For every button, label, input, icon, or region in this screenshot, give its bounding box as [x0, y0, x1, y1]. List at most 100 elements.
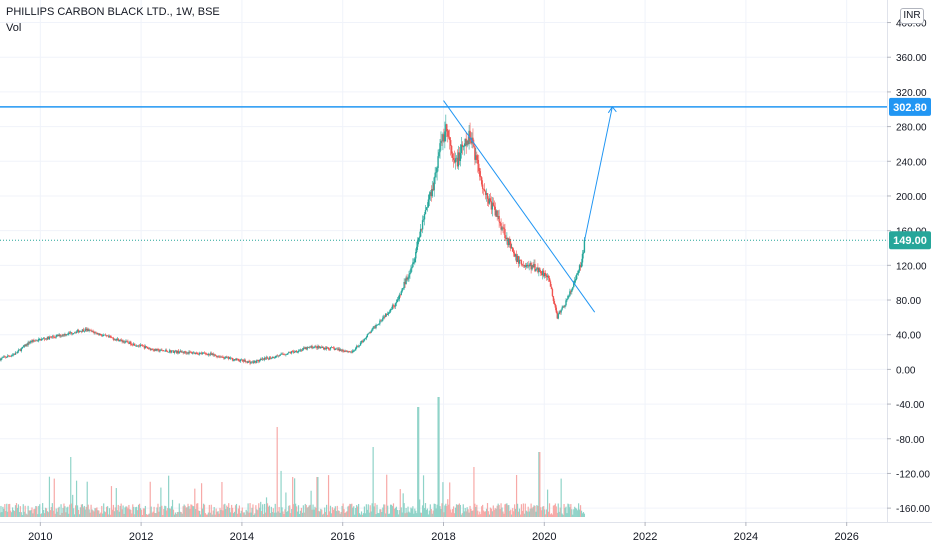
- candle-body: [167, 351, 170, 353]
- candle-body: [387, 312, 390, 314]
- candle-body: [364, 338, 367, 340]
- volume-label[interactable]: Vol: [6, 22, 22, 34]
- volume-bar: [494, 508, 496, 517]
- candle-body: [416, 246, 418, 252]
- volume-bar: [566, 513, 568, 517]
- volume-bar: [24, 505, 26, 517]
- volume-bar: [571, 509, 573, 517]
- candle-body: [470, 141, 472, 144]
- volume-bar: [100, 512, 102, 517]
- volume-bar: [12, 510, 15, 517]
- volume-bar: [115, 488, 117, 517]
- candle-body: [536, 267, 538, 270]
- candle-body: [38, 338, 40, 341]
- candle-body: [177, 350, 180, 354]
- volume-bar: [447, 499, 449, 517]
- volume-bar: [468, 512, 470, 517]
- volume-bar: [188, 506, 190, 517]
- candle-body: [415, 251, 417, 259]
- volume-bar: [348, 505, 350, 517]
- candle-body: [174, 350, 177, 352]
- candle-body: [549, 281, 552, 287]
- volume-bar: [174, 512, 177, 517]
- volume-bar: [557, 503, 559, 517]
- candle-body: [288, 352, 290, 354]
- candle-body: [278, 355, 280, 357]
- candle-body: [297, 350, 300, 352]
- volume-bar: [320, 508, 322, 517]
- candle-body: [450, 145, 453, 154]
- candle-body: [224, 358, 226, 359]
- candle-body: [170, 351, 173, 353]
- x-tick-label: 2016: [330, 531, 354, 543]
- symbol-title[interactable]: PHILLIPS CARBON BLACK LTD., 1W, BSE: [6, 6, 220, 18]
- volume-bar: [335, 511, 337, 517]
- candle-body: [158, 349, 160, 352]
- volume-bar: [74, 514, 76, 517]
- volume-bar: [220, 509, 222, 517]
- candle-body: [323, 347, 326, 350]
- volume-bar: [163, 509, 165, 517]
- candle-body: [132, 344, 134, 346]
- volume-bar: [137, 510, 139, 517]
- volume-bar: [317, 477, 319, 517]
- volume-bar: [338, 510, 340, 517]
- candle-body: [166, 351, 169, 353]
- volume-bar: [357, 503, 360, 517]
- volume-bar: [307, 506, 309, 517]
- candle-body: [525, 266, 527, 267]
- candle-body: [306, 347, 308, 350]
- volume-bar: [249, 503, 251, 517]
- volume-bar: [185, 507, 187, 517]
- volume-bar: [311, 509, 313, 517]
- candle-body: [135, 345, 138, 347]
- volume-bar: [380, 509, 382, 517]
- candle-body: [310, 346, 312, 348]
- candle-body: [417, 237, 420, 241]
- candle-body: [18, 349, 21, 351]
- candle-body: [25, 344, 27, 347]
- volume-bar: [234, 505, 237, 517]
- volume-bar: [582, 512, 585, 517]
- volume-bar: [495, 508, 497, 517]
- volume-bar: [130, 509, 132, 517]
- candle-body: [139, 344, 142, 347]
- candle-body: [371, 328, 373, 331]
- volume-bar: [264, 512, 267, 517]
- currency-badge[interactable]: INR: [900, 8, 924, 24]
- volume-bar: [242, 512, 244, 517]
- volume-bar: [68, 513, 70, 517]
- candle-body: [181, 351, 183, 353]
- candle-body: [103, 334, 106, 336]
- volume-bar: [298, 513, 301, 517]
- candle-body: [98, 333, 100, 335]
- candle-body: [574, 280, 576, 283]
- candle-body: [503, 227, 505, 230]
- drawings[interactable]: [0, 100, 887, 313]
- volume-bar: [277, 511, 279, 517]
- volume-bar: [193, 506, 195, 517]
- candle-body: [292, 351, 295, 353]
- volume-bar: [76, 505, 79, 517]
- volume-bar: [465, 511, 467, 517]
- volume-bar: [460, 514, 462, 517]
- volume-bar: [327, 475, 330, 517]
- volume-bar: [160, 487, 162, 517]
- volume-bar: [145, 514, 147, 517]
- candle-body: [298, 350, 301, 352]
- volume-bar: [396, 509, 398, 517]
- volume-bar: [267, 506, 270, 517]
- candle-body: [69, 332, 71, 334]
- volume-bar: [82, 507, 84, 517]
- volume-bar: [439, 506, 441, 517]
- volume-bar: [262, 504, 264, 517]
- volume-bar: [344, 512, 346, 517]
- candle-body: [562, 306, 564, 308]
- candle-body: [323, 347, 325, 350]
- candle-body: [438, 152, 440, 157]
- candle-body: [543, 273, 546, 277]
- volume-bar: [70, 457, 72, 517]
- candle-body: [449, 140, 452, 146]
